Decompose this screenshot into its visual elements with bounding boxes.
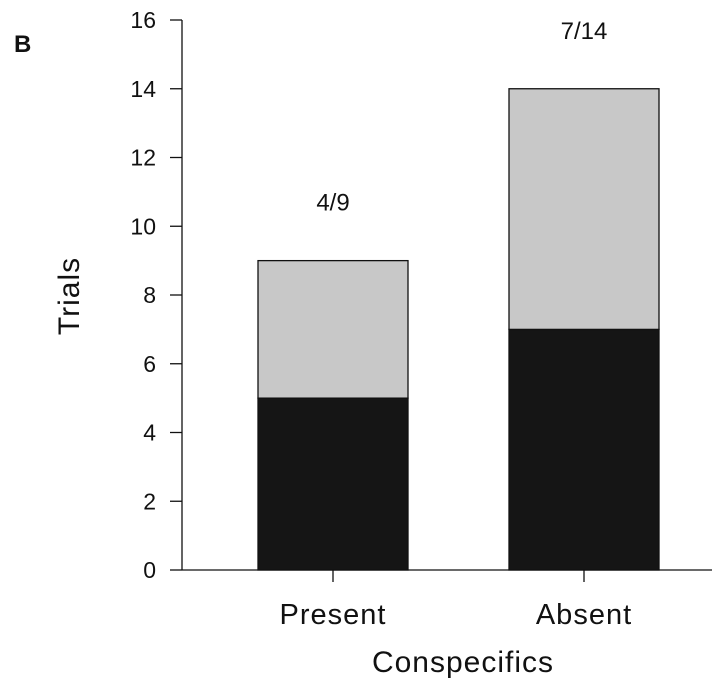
bar-segment [508,88,660,331]
y-axis: 0 2 4 6 8 10 12 14 16 [130,7,183,583]
y-axis-title: Trials [53,257,86,335]
y-tick-label: 10 [130,213,156,239]
y-tick-label: 2 [143,488,156,514]
y-tick-label: 0 [143,557,156,583]
bar-segment [257,259,409,399]
y-tick-label: 16 [130,7,156,33]
y-tick-label: 8 [143,282,156,308]
y-tick-label: 14 [130,76,156,102]
bars [257,88,660,571]
bar-segment [257,397,409,571]
x-tick-label: Present [280,599,387,631]
bar-annotation: 4/9 [316,190,349,217]
x-axis: Present Absent [182,569,712,631]
bar-annotations: 4/9 7/14 [316,18,607,217]
y-tick-label: 6 [143,351,156,377]
panel-label: B [14,31,31,58]
x-tick-label: Absent [536,599,632,631]
x-axis-title: Conspecifics [372,646,554,679]
y-tick-label: 4 [143,420,156,446]
bar-annotation: 7/14 [561,18,608,45]
y-tick-label: 12 [130,145,156,171]
bar-segment [508,328,660,571]
